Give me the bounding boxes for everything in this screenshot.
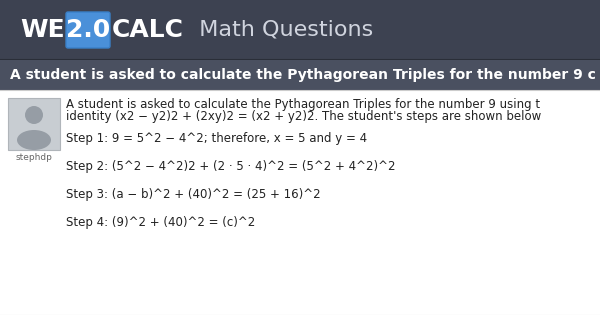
FancyBboxPatch shape	[66, 12, 110, 48]
Text: Step 2: (5^2 − 4^2)2 + (2 · 5 · 4)^2 = (5^2 + 4^2)^2: Step 2: (5^2 − 4^2)2 + (2 · 5 · 4)^2 = (…	[66, 160, 395, 173]
Text: identity (x2 − y2)2 + (2xy)2 = (x2 + y2)2. The student's steps are shown below: identity (x2 − y2)2 + (2xy)2 = (x2 + y2)…	[66, 110, 541, 123]
Text: Step 1: 9 = 5^2 − 4^2; therefore, x = 5 and y = 4: Step 1: 9 = 5^2 − 4^2; therefore, x = 5 …	[66, 132, 367, 145]
Text: A student is asked to calculate the Pythagorean Triples for the number 9 c: A student is asked to calculate the Pyth…	[10, 68, 596, 82]
Text: Step 4: (9)^2 + (40)^2 = (c)^2: Step 4: (9)^2 + (40)^2 = (c)^2	[66, 216, 255, 229]
Circle shape	[25, 106, 43, 124]
Text: A student is asked to calculate the Pythagorean Triples for the number 9 using t: A student is asked to calculate the Pyth…	[66, 98, 540, 111]
FancyBboxPatch shape	[8, 98, 60, 150]
Text: CALC: CALC	[112, 18, 184, 42]
Text: 2.0: 2.0	[66, 18, 110, 42]
Text: WEB: WEB	[20, 18, 83, 42]
Text: stephdp: stephdp	[16, 153, 52, 162]
Text: Math Questions: Math Questions	[185, 20, 373, 40]
Bar	[0, 0, 600, 60]
Ellipse shape	[17, 130, 51, 150]
Bar	[0, 90, 600, 315]
Bar	[0, 60, 600, 90]
Text: Step 3: (a − b)^2 + (40)^2 = (25 + 16)^2: Step 3: (a − b)^2 + (40)^2 = (25 + 16)^2	[66, 188, 320, 201]
